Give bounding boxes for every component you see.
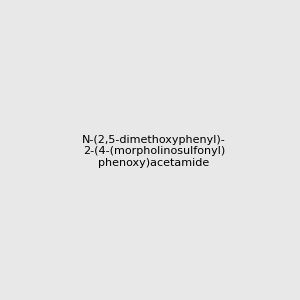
Text: N-(2,5-dimethoxyphenyl)-
2-(4-(morpholinosulfonyl)
phenoxy)acetamide: N-(2,5-dimethoxyphenyl)- 2-(4-(morpholin… (82, 135, 226, 168)
